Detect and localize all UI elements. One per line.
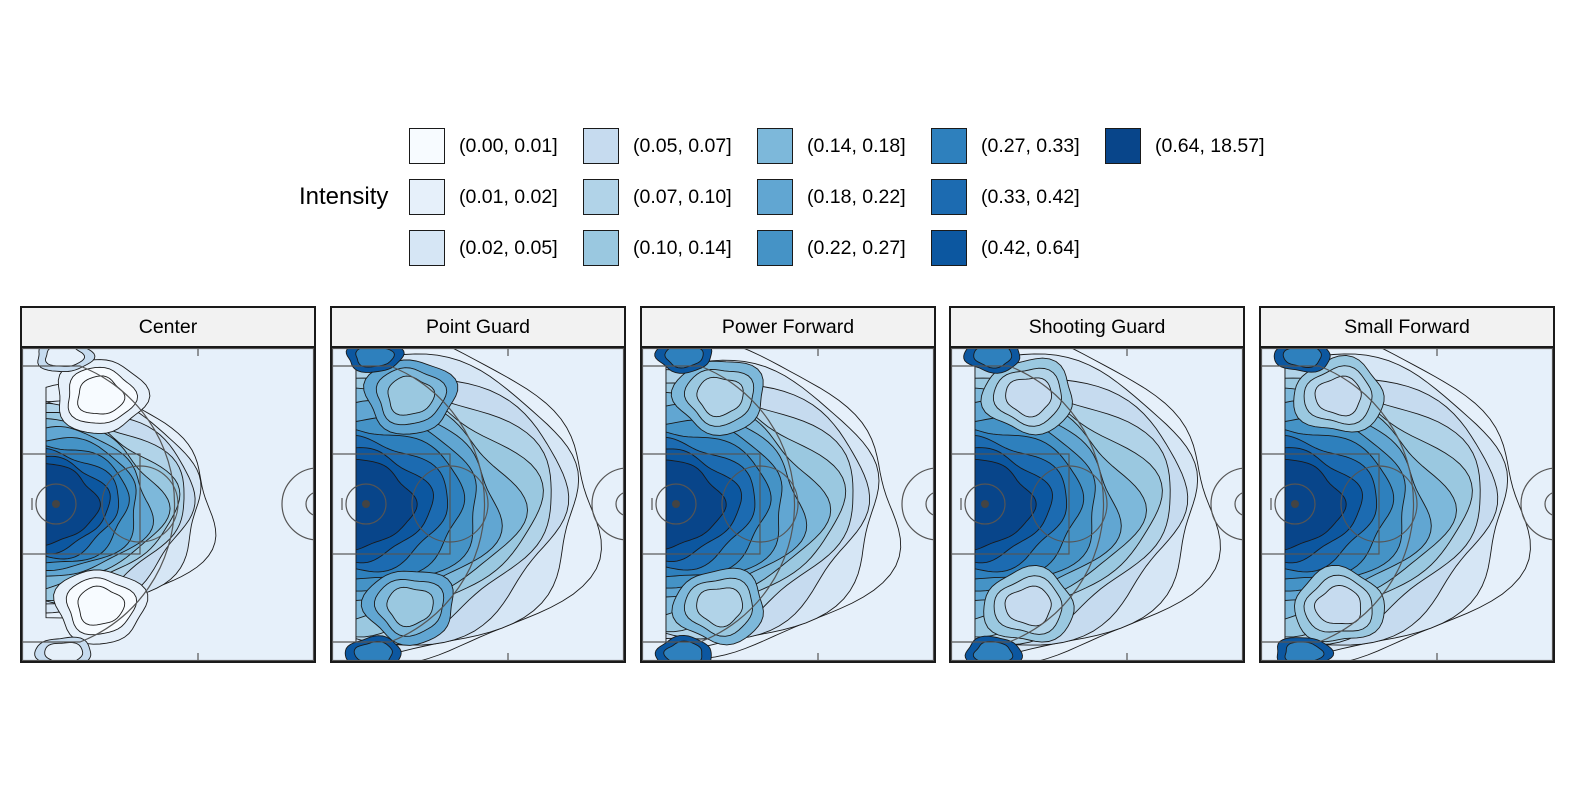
court-lines [1261,348,1553,661]
corner-contour [355,348,395,368]
facet-panel: Shooting Guard [949,306,1245,663]
legend-item: (0.64, 18.57] [1105,127,1265,165]
legend-label: (0.42, 0.64] [981,236,1080,259]
legend-item: (0.05, 0.07] [583,127,732,165]
legend-item: (0.00, 0.01] [409,127,558,165]
legend-label: (0.22, 0.27] [807,236,906,259]
legend-label: (0.64, 18.57] [1155,134,1265,157]
heatmap-plot [1261,348,1553,661]
court-lines [951,348,1243,661]
facet-panel: Center [20,306,316,663]
legend-label: (0.10, 0.14] [633,236,732,259]
heatmap-plot [951,348,1243,661]
corner-contour [972,640,1014,661]
legend-item: (0.42, 0.64] [931,229,1080,267]
legend-swatch [931,230,967,266]
corner-contour [663,640,703,661]
court-lines [22,348,314,661]
panel-title: Power Forward [642,308,934,348]
legend-item: (0.01, 0.02] [409,178,558,216]
legend-label: (0.05, 0.07] [633,134,732,157]
corner-contour [44,642,84,661]
legend-item: (0.07, 0.10] [583,178,732,216]
contour-pocket [696,587,744,628]
basket-marker [362,500,370,508]
basket-marker [981,500,989,508]
heatmap-plot [22,348,314,661]
legend-label: (0.01, 0.02] [459,185,558,208]
legend-swatch [931,179,967,215]
corner-contour [353,641,393,661]
contour-pocket [77,585,126,626]
legend-label: (0.02, 0.05] [459,236,558,259]
contour-pocket [77,375,126,415]
contour-pocket [1313,584,1362,625]
panel-title: Point Guard [332,308,624,348]
legend-swatch [409,179,445,215]
contour-pocket [386,586,434,628]
legend-item: (0.27, 0.33] [931,127,1080,165]
heatmap-plot [642,348,934,661]
legend-swatch [409,230,445,266]
legend-swatch [583,128,619,164]
legend-label: (0.27, 0.33] [981,134,1080,157]
legend-item: (0.10, 0.14] [583,229,732,267]
court-lines [332,348,624,661]
facet-panel: Point Guard [330,306,626,663]
legend-item: (0.02, 0.05] [409,229,558,267]
corner-contour [664,348,704,369]
corner-contour [1284,641,1325,661]
legend-swatch [583,230,619,266]
contour-pocket [1314,375,1362,417]
contour-pocket [1005,377,1053,418]
legend-swatch [583,179,619,215]
legend-label: (0.07, 0.10] [633,185,732,208]
legend-item: (0.14, 0.18] [757,127,906,165]
basket-marker [52,500,60,508]
contour-band [355,458,418,551]
legend-swatch [757,128,793,164]
contour-band [1284,458,1347,551]
legend-swatch [931,128,967,164]
contour-pocket [696,376,744,418]
basket-marker [1291,500,1299,508]
facet-panel: Small Forward [1259,306,1555,663]
legend-label: (0.14, 0.18] [807,134,906,157]
legend-swatch [1105,128,1141,164]
panel-title: Center [22,308,314,348]
panel-title: Small Forward [1261,308,1553,348]
legend-swatch [409,128,445,164]
legend-swatch [757,230,793,266]
legend-swatch [757,179,793,215]
legend-label: (0.18, 0.22] [807,185,906,208]
court-lines [642,348,934,661]
legend-title: Intensity [299,183,389,210]
legend-item: (0.18, 0.22] [757,178,906,216]
contour-band [974,458,1037,551]
legend-label: (0.00, 0.01] [459,134,558,157]
legend-item: (0.33, 0.42] [931,178,1080,216]
legend-item: (0.22, 0.27] [757,229,906,267]
legend-label: (0.33, 0.42] [981,185,1080,208]
heatmap-plot [332,348,624,661]
facet-panel: Power Forward [640,306,936,663]
corner-contour [45,348,85,367]
panel-title: Shooting Guard [951,308,1243,348]
basket-marker [672,500,680,508]
